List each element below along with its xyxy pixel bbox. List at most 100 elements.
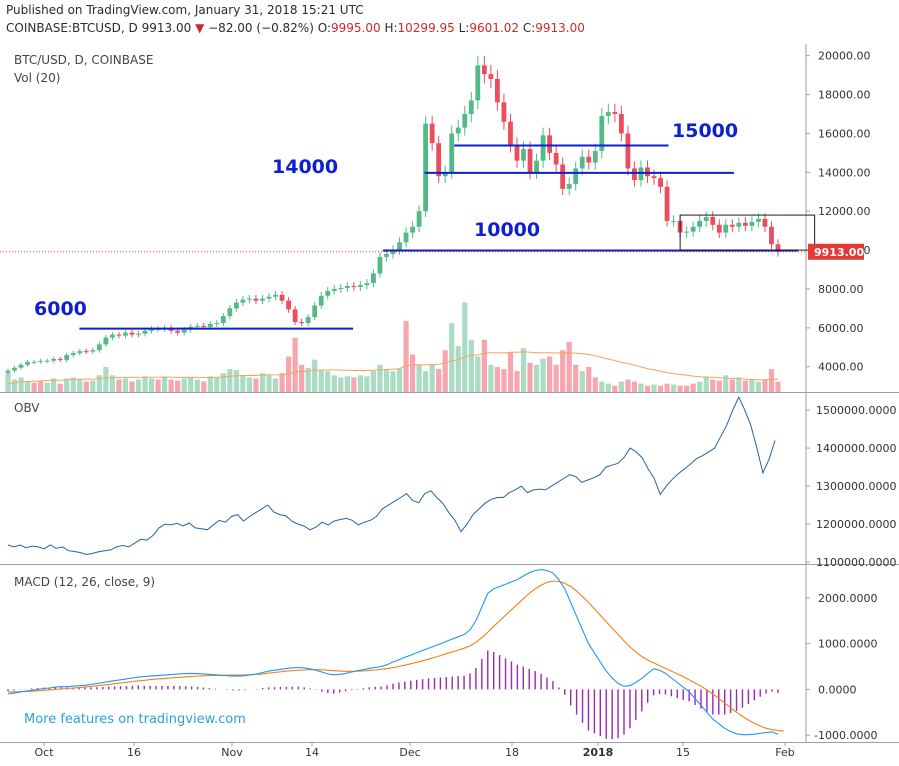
candle-body: [38, 360, 44, 362]
volume-bar: [644, 385, 651, 392]
volume-bar: [540, 358, 546, 392]
candle-body: [371, 273, 376, 284]
volume-bar: [181, 378, 187, 392]
candle-body: [749, 221, 755, 226]
volume-bar: [631, 381, 638, 392]
candle-body: [344, 286, 350, 288]
macd-tick-label: 0.0000: [818, 683, 857, 696]
candle-body: [566, 183, 572, 189]
obv-title: OBV: [14, 401, 40, 415]
volume-bar: [109, 375, 116, 392]
volume-bar: [299, 364, 305, 392]
volume-bar: [338, 377, 344, 392]
candle-body: [331, 288, 337, 291]
volume-bar: [24, 381, 31, 392]
watermark-text: More features on tradingview.com: [24, 712, 246, 727]
level-label: 14000: [272, 156, 338, 178]
volume-bar: [364, 376, 370, 392]
volume-bar: [285, 356, 292, 392]
candle-body: [436, 143, 442, 177]
candle-body: [462, 113, 468, 128]
volume-bar: [677, 385, 683, 392]
candle-body: [116, 334, 122, 336]
candle-body: [449, 133, 455, 173]
volume-bar: [305, 368, 311, 392]
time-tick-label: Nov: [221, 746, 243, 759]
volume-bar: [18, 377, 24, 392]
volume-bar: [514, 371, 520, 392]
volume-bar: [488, 364, 494, 392]
volume-bar: [233, 370, 239, 392]
candle-body: [632, 168, 637, 181]
obv-tick-label: 1300000.0000: [816, 480, 896, 493]
candle-body: [429, 123, 435, 144]
volume-bar: [625, 379, 631, 392]
candle-body: [514, 145, 520, 161]
candle-body: [129, 332, 135, 335]
candle-body: [736, 222, 742, 227]
macd-tick-label: 2000.0000: [818, 592, 878, 605]
volume-bar: [586, 366, 592, 392]
volume-bar: [710, 379, 716, 392]
volume-bar: [527, 362, 533, 392]
volume-bar: [390, 371, 396, 392]
candle-body: [769, 226, 774, 245]
candle-body: [207, 323, 213, 327]
candle-body: [201, 325, 207, 327]
volume-bar: [259, 373, 266, 392]
volume-bar: [481, 339, 487, 392]
candle-body: [540, 135, 546, 161]
volume-bar: [690, 383, 696, 392]
volume-bar: [51, 378, 57, 392]
candle-body: [44, 360, 50, 362]
volume-bar: [723, 375, 729, 392]
volume-bar: [351, 377, 357, 392]
candle-body: [305, 317, 311, 323]
candle-body: [592, 150, 598, 163]
volume-bar: [279, 373, 285, 392]
candle-body: [416, 211, 422, 227]
candle-body: [318, 295, 324, 306]
volume-bar: [442, 350, 448, 392]
candle-body: [468, 100, 474, 114]
price-tick-label: 8000.00: [818, 283, 864, 296]
consolidation-box: [679, 214, 816, 251]
volume-bar: [325, 371, 331, 392]
candle-body: [51, 358, 57, 361]
volume-bar: [44, 382, 50, 392]
candle-body: [12, 367, 17, 371]
volume-bar: [148, 378, 155, 392]
volume-bar: [246, 377, 253, 392]
candle-body: [410, 226, 415, 233]
obv-tick-label: 1500000.0000: [816, 404, 896, 417]
candle-body: [455, 127, 461, 134]
volume-bar: [573, 364, 579, 392]
volume-bar: [736, 377, 742, 392]
obv-tick-label: 1100000.0000: [816, 556, 896, 569]
price-tick-label: 4000.00: [818, 361, 864, 374]
candle-body: [149, 328, 154, 331]
candle-body: [534, 160, 539, 173]
candle-body: [599, 115, 605, 151]
series-title: BTC/USD, D, COINBASE: [14, 53, 153, 67]
volume-bar: [64, 378, 70, 392]
volume-bar: [5, 373, 11, 392]
open-value: 9995.00: [331, 21, 381, 35]
obv-tick-label: 1200000.0000: [816, 518, 896, 531]
time-tick-label: Feb: [775, 746, 794, 759]
volume-bar: [253, 378, 259, 392]
volume-bar: [142, 376, 148, 392]
volume-bar: [188, 377, 194, 392]
candle-body: [625, 133, 631, 169]
candle-body: [442, 172, 448, 177]
candle-body: [110, 334, 115, 338]
change-value: −82.00 (−0.82%): [208, 21, 314, 35]
volume-bar: [83, 381, 89, 392]
time-tick-label: Oct: [34, 746, 54, 759]
candle-body: [214, 322, 220, 324]
volume-bar: [507, 352, 514, 392]
candle-body: [227, 308, 233, 317]
close-value-ohlc: 9913.00: [535, 21, 585, 35]
candle-body: [5, 370, 11, 373]
